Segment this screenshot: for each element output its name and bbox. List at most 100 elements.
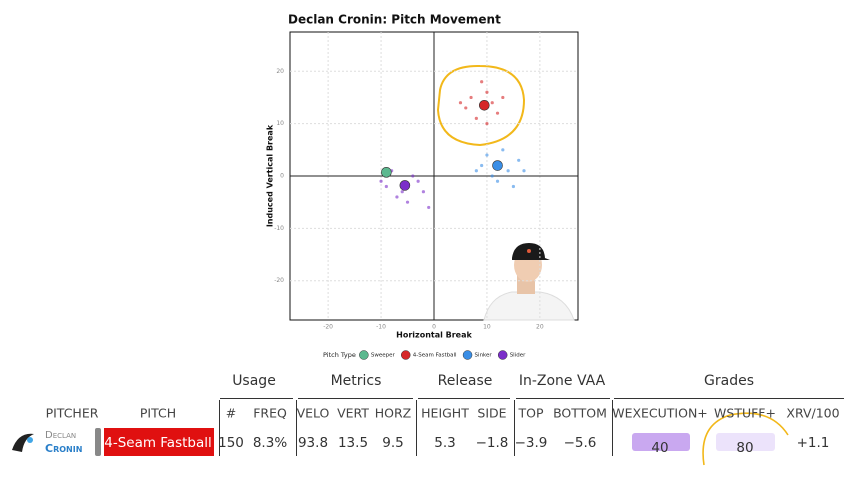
cell: −1.8: [475, 435, 509, 451]
point: [485, 90, 489, 94]
cell: −3.9: [514, 435, 548, 451]
y-tick-label: -10: [274, 225, 284, 232]
column-header: VELO: [296, 405, 330, 421]
cell: +1.1: [796, 435, 830, 451]
cell: 13.5: [337, 435, 369, 451]
last-name: Cronin: [45, 442, 83, 455]
y-tick-label: 0: [280, 173, 284, 180]
pitch-cell: [104, 428, 214, 456]
first-name: Declan: [45, 430, 77, 441]
point: [474, 169, 478, 173]
point: [395, 195, 399, 199]
point: [458, 101, 463, 105]
handedness-bar: [95, 428, 101, 456]
column-header: BOTTOM: [553, 405, 607, 421]
column-header: XRV/100: [786, 405, 840, 421]
y-tick-label: 20: [276, 68, 284, 75]
highlight-circle: [436, 64, 526, 147]
grade-pill: [632, 433, 690, 451]
separator: [219, 400, 220, 456]
cell: −5.6: [563, 435, 597, 451]
separator: [612, 400, 613, 456]
point: [485, 122, 489, 126]
point: [421, 190, 426, 194]
point: [495, 179, 500, 183]
point: [480, 80, 484, 84]
point: [490, 174, 494, 178]
rule: [418, 398, 510, 399]
mean-point: [399, 180, 411, 191]
cell: 5.3: [434, 435, 456, 451]
point: [517, 158, 521, 162]
column-header: HEIGHT: [421, 405, 469, 421]
point: [490, 101, 494, 105]
point: [384, 184, 388, 189]
column-header: #: [225, 405, 237, 421]
x-tick-label: 0: [432, 324, 436, 331]
point: [501, 148, 505, 152]
point: [511, 184, 516, 189]
mean-point: [478, 100, 490, 111]
point: [485, 153, 489, 157]
column-header: VERT: [337, 405, 369, 421]
cell: 80: [736, 440, 754, 456]
point: [416, 179, 420, 183]
player-photo: [483, 243, 575, 321]
column-header: TOP: [518, 405, 544, 421]
mean-point: [381, 167, 392, 178]
column-header: SIDE: [477, 405, 507, 421]
legend-swatch: [400, 350, 411, 360]
legend-title: Pitch Type: [323, 351, 356, 359]
legend-label: Sweeper: [371, 353, 396, 359]
cell: 4-Seam Fastball: [104, 435, 212, 451]
y-tick-label: 10: [276, 120, 284, 127]
separator: [296, 400, 297, 456]
x-axis-label: Horizontal Break: [396, 331, 472, 340]
point: [464, 106, 468, 110]
group-header: Usage: [232, 373, 276, 389]
x-tick-label: -20: [323, 324, 333, 331]
column-header: WSTUFF+: [714, 405, 776, 421]
group-header: In-Zone VAA: [518, 373, 606, 389]
mean-point: [492, 160, 503, 171]
legend-swatch: [497, 350, 508, 360]
highlight-mark: [702, 412, 789, 466]
grade-pill: [716, 433, 775, 451]
point: [469, 95, 473, 100]
legend-label: Sinker: [475, 353, 493, 359]
column-header: HORZ: [374, 405, 412, 421]
team-logo: [12, 433, 34, 452]
cell: 40: [651, 440, 669, 456]
point: [379, 179, 383, 183]
legend-label: 4-Seam Fastball: [413, 353, 457, 359]
group-header: Grades: [704, 373, 754, 389]
y-axis-label: Induced Vertical Break: [266, 124, 275, 227]
point: [405, 200, 410, 204]
x-tick-label: 20: [536, 324, 544, 331]
cell: 150: [218, 435, 244, 451]
cell: 93.8: [297, 435, 329, 451]
point: [501, 95, 505, 100]
point: [427, 205, 431, 210]
separator: [514, 400, 515, 456]
point: [522, 169, 526, 173]
legend-label: Slider: [510, 353, 526, 359]
grid: [290, 32, 578, 320]
point: [495, 111, 500, 115]
rule: [614, 398, 844, 399]
point: [480, 163, 484, 168]
chart: Declan Cronin: Pitch Movement Horizontal…: [266, 13, 579, 360]
group-header: Metrics: [330, 373, 382, 389]
point: [506, 169, 510, 173]
x-tick-label: 10: [483, 324, 491, 331]
point: [474, 116, 478, 120]
cell: 9.5: [382, 435, 404, 451]
cell: 8.3%: [252, 435, 288, 451]
point: [400, 190, 404, 194]
legend-swatch: [462, 350, 473, 360]
separator: [416, 400, 417, 456]
point: [411, 174, 415, 178]
column-header: PITCHER: [45, 405, 99, 421]
legend-swatch: [359, 350, 369, 360]
